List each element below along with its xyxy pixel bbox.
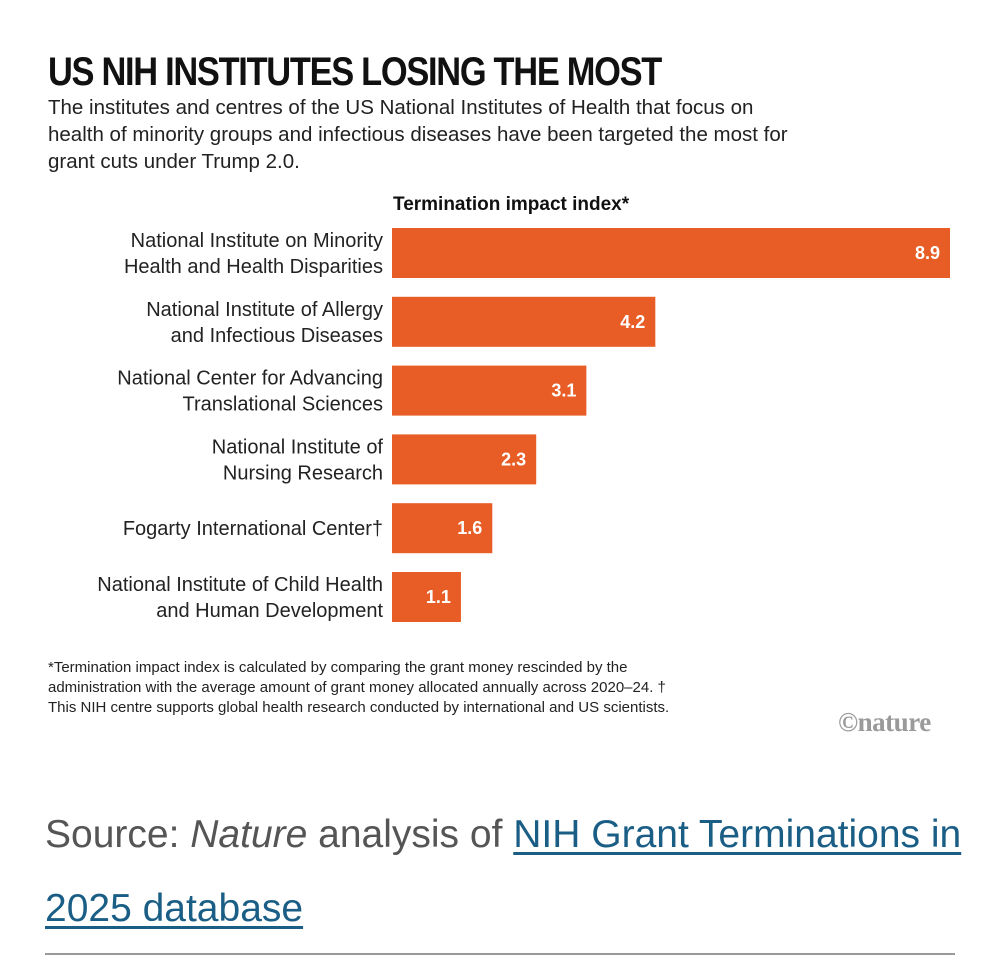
bar-4 — [392, 434, 537, 485]
value-label-3: 3.1 — [551, 381, 576, 401]
category-label-6-line-1: National Institute of Child Health — [97, 574, 383, 596]
category-label-2-line-1: National Institute of Allergy — [146, 299, 383, 321]
bar-chart: 8.9 National Institute on Minority Health … — [97, 228, 950, 622]
value-label-2: 4.2 — [620, 312, 645, 332]
chart-title: US NIH INSTITUTES LOSING THE MOST — [48, 50, 662, 94]
value-label-6: 1.1 — [426, 587, 451, 607]
category-label-3-line-2: Translational Sciences — [183, 394, 383, 416]
category-label-4-line-2: Nursing Research — [223, 462, 383, 484]
category-label-3-line-1: National Center for Advancing — [117, 368, 383, 390]
source-italic: Nature — [190, 813, 308, 856]
source-link[interactable]: NIH Grant Terminations in 2025 database — [45, 813, 962, 930]
source-middle: analysis of — [307, 813, 514, 856]
footnote: *Termination impact index is calculated … — [48, 659, 670, 716]
bar-6 — [392, 572, 461, 622]
bar-5 — [392, 503, 493, 554]
category-label-5-line-1: Fogarty International Center† — [123, 518, 383, 540]
category-label-2-line-2: and Infectious Diseases — [171, 325, 383, 347]
chart-subtitle: The institutes and centres of the US Nat… — [48, 96, 788, 173]
divider — [45, 953, 955, 955]
value-label-5: 1.6 — [457, 518, 482, 538]
value-label-4: 2.3 — [501, 449, 526, 469]
bar-1 — [392, 228, 950, 278]
bar-3 — [392, 365, 587, 416]
value-label-1: 8.9 — [915, 243, 940, 263]
category-label-4-line-1: National Institute of — [212, 436, 384, 458]
category-label-1-line-1: National Institute on Minority — [131, 230, 383, 252]
source-line: Source: Nature analysis of NIH Grant Ter… — [45, 798, 965, 946]
axis-label: Termination impact index* — [393, 194, 630, 215]
source-prefix: Source: — [45, 813, 191, 856]
bar-2 — [392, 296, 656, 347]
category-label-6-line-2: and Human Development — [156, 600, 383, 622]
category-label-1-line-2: Health and Health Disparities — [124, 256, 383, 278]
nature-logo: ©nature — [838, 707, 931, 737]
